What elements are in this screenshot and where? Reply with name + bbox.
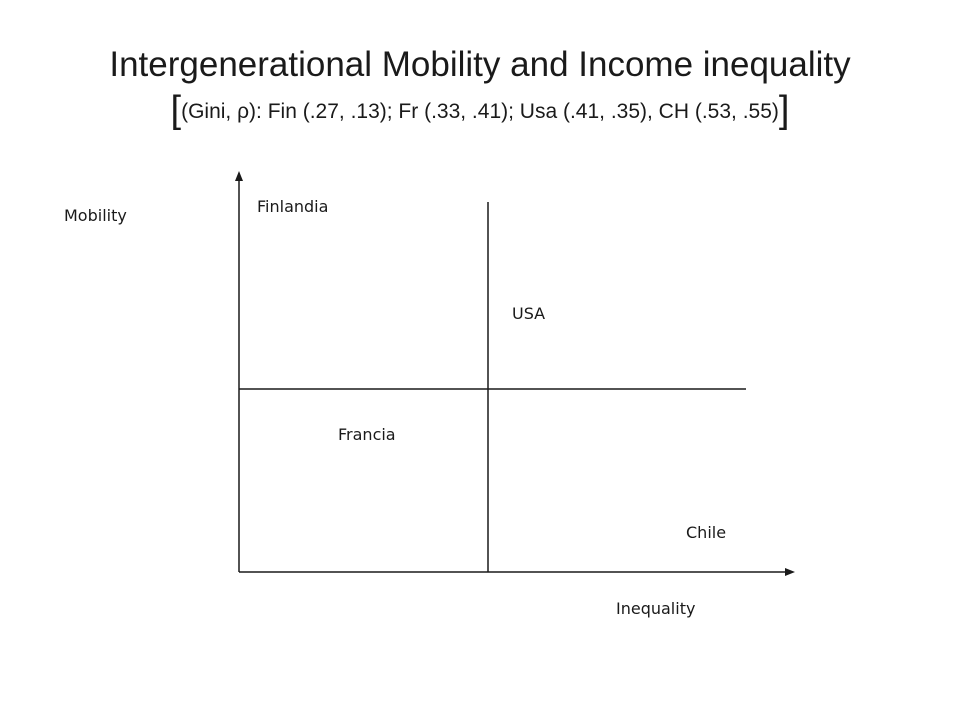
close-bracket: ] xyxy=(778,88,790,131)
quadrant-label-chile: Chile xyxy=(686,523,727,542)
quadrant-label-finlandia: Finlandia xyxy=(257,197,329,216)
open-bracket: [ xyxy=(170,88,182,131)
x-axis-arrowhead xyxy=(785,568,795,576)
x-axis-label: Inequality xyxy=(616,599,696,618)
y-axis-arrowhead xyxy=(235,171,243,181)
title-subtitle-text: (Gini, ρ): Fin (.27, .13); Fr (.33, .41)… xyxy=(181,99,779,123)
y-axis-label: Mobility xyxy=(64,206,127,225)
title-main: Intergenerational Mobility and Income in… xyxy=(109,45,851,84)
quadrant-label-francia: Francia xyxy=(338,425,396,444)
quadrant-label-usa: USA xyxy=(512,304,546,323)
page-title: Intergenerational Mobility and Income in… xyxy=(20,44,940,133)
title-subtitle: [(Gini, ρ): Fin (.27, .13); Fr (.33, .41… xyxy=(20,87,940,133)
